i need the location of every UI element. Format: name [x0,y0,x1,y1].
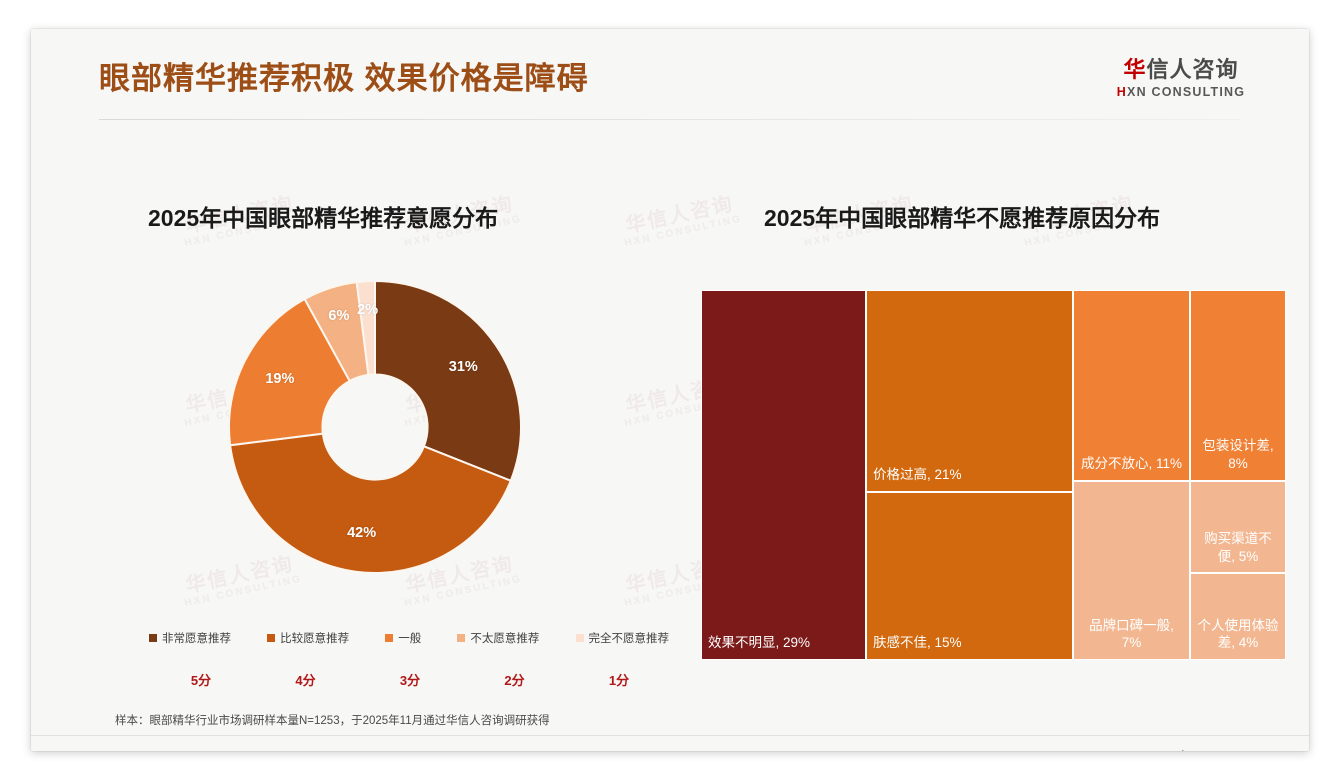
company-logo: 华信人咨询 HXN CONSULTING [1091,57,1271,99]
slide-header: 眼部精华推荐积极 效果价格是障碍 华信人咨询 HXN CONSULTING [31,29,1309,122]
donut-slice[interactable] [229,297,352,447]
logo-english-text: HXN CONSULTING [1091,85,1271,99]
legend-item[interactable]: 不太愿意推荐 [457,630,539,646]
legend-item[interactable]: 非常愿意推荐 [149,630,231,646]
treemap-chart: 效果不明显, 29% 价格过高, 21% 肤感不佳, 15% 成分不放心, 11% 包装… [701,290,1286,660]
logo-cn-rest: 信人咨询 [1146,57,1239,82]
score-row: 5分 4分 3分 2分 1分 [175,670,645,689]
donut-chart: 31% 42% 19% 6% 2% [229,281,521,573]
legend-swatch-icon [267,634,276,642]
right-chart-title: 2025年中国眼部精华不愿推荐原因分布 [764,205,1161,231]
score-label: 2分 [504,673,525,688]
treemap-cell[interactable]: 效果不明显, 29% [701,290,866,660]
treemap-cell[interactable]: 价格过高, 21% [865,290,1074,492]
donut-svg [229,281,521,573]
score-label: 3分 [399,673,421,688]
donut-slice-label: 2% [357,302,379,319]
legend-item[interactable]: 完全不愿意推荐 [575,630,670,646]
slide-canvas: 华信人咨询 HXN CONSULTING 华信人咨询 HXN CONSULTING 华信… [31,29,1309,751]
legend-item[interactable]: 一般 [385,630,421,646]
treemap-cell-label: 购买渠道不便, 5% [1204,530,1272,564]
treemap-cell[interactable]: 购买渠道不便, 5% [1190,480,1286,574]
donut-slice-label: 6% [328,307,350,324]
treemap-cell-label: 包装设计差, 8% [1202,438,1274,471]
treemap-cell-label: 成分不放心, 11% [1081,456,1183,471]
logo-cn-highlight: 华 [1123,57,1147,82]
legend-label: 完全不愿意推荐 [588,633,670,645]
left-chart-title: 2025年中国眼部精华推荐意愿分布 [148,205,499,231]
copyright-text: ©2026.1 HXR华信人咨询 [101,750,230,751]
legend-swatch-icon [575,634,584,642]
treemap-cell-label: 个人使用体验差, 4% [1197,617,1279,651]
legend-label: 不太愿意推荐 [470,633,540,645]
legend-swatch-icon [149,634,157,642]
donut-slice-label: 19% [265,370,295,387]
website-url: www.hxrcon.com [1154,750,1241,751]
treemap-cell-label: 品牌口碑一般, 7% [1089,617,1174,651]
treemap-cell[interactable]: 个人使用体验差, 4% [1190,573,1286,660]
source-footnote: 样本：眼部精华行业市场调研样本量N=1253，于2025年11月通过华信人咨询调… [115,715,550,727]
score-label: 1分 [608,673,630,688]
legend-swatch-icon [457,634,466,642]
header-divider [99,119,1241,120]
treemap-cell[interactable]: 成分不放心, 11% [1073,290,1191,481]
legend-item[interactable]: 比较愿意推荐 [267,630,349,646]
score-label: 4分 [295,673,316,688]
slide-footer: ©2026.1 HXR华信人咨询 www.hxrcon.com [31,736,1309,751]
donut-slice-label: 31% [448,358,478,375]
score-label: 5分 [190,673,212,688]
donut-slice-label: 42% [347,524,377,541]
legend-label: 非常愿意推荐 [162,633,231,645]
legend-label: 比较愿意推荐 [280,633,350,645]
legend-label: 一般 [398,633,422,645]
treemap-cell-label: 价格过高, 21% [872,467,962,483]
logo-en-rest: XN CONSULTING [1127,85,1246,100]
logo-chinese-text: 华信人咨询 [1091,57,1271,82]
treemap-cell[interactable]: 品牌口碑一般, 7% [1073,480,1191,660]
treemap-cell-label: 效果不明显, 29% [708,635,811,651]
treemap-cell-label: 肤感不佳, 15% [872,635,962,651]
donut-slice[interactable] [229,432,513,573]
legend-swatch-icon [385,634,394,642]
page-title: 眼部精华推荐积极 效果价格是障碍 [99,61,589,96]
donut-legend: 非常愿意推荐 比较愿意推荐 一般 不太愿意推荐 完全不愿意推荐 [149,630,669,646]
logo-en-highlight: H [1116,85,1128,100]
footer-divider [31,735,1309,736]
donut-slice[interactable] [374,281,521,483]
treemap-cell[interactable]: 包装设计差, 8% [1190,290,1286,481]
donut-slice[interactable] [355,281,376,376]
treemap-cell[interactable]: 肤感不佳, 15% [865,491,1074,660]
